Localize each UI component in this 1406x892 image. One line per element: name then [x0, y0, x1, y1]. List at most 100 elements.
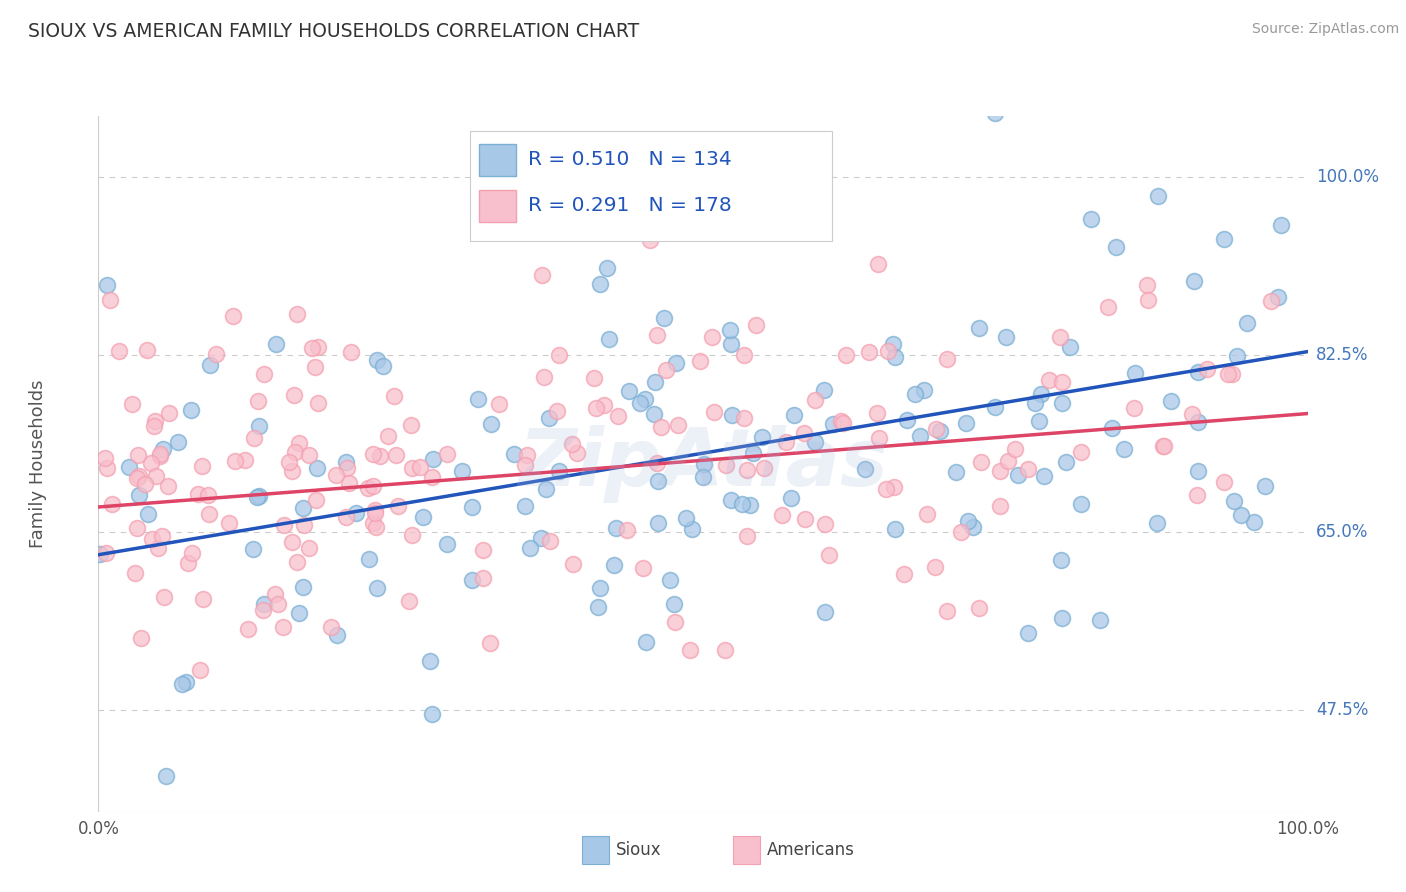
Point	[997, 454, 1019, 468]
Point	[149, 449, 172, 463]
Point	[336, 461, 359, 475]
Point	[131, 631, 153, 645]
Point	[284, 445, 307, 459]
Point	[652, 311, 675, 326]
Point	[582, 371, 605, 385]
Point	[835, 348, 858, 362]
Point	[883, 479, 905, 493]
Point	[915, 507, 938, 521]
Point	[1197, 361, 1219, 376]
Point	[912, 383, 935, 397]
Point	[733, 410, 755, 425]
Point	[450, 464, 472, 478]
Point	[634, 635, 657, 649]
Point	[1038, 373, 1060, 387]
Point	[149, 447, 172, 461]
Point	[337, 475, 360, 490]
Point	[1123, 401, 1146, 415]
Point	[205, 347, 228, 361]
Point	[1135, 278, 1157, 293]
Point	[548, 348, 571, 362]
Point	[647, 516, 669, 530]
Point	[472, 571, 495, 585]
Point	[398, 593, 420, 607]
Point	[1097, 300, 1119, 314]
Point	[143, 419, 166, 434]
Point	[422, 451, 444, 466]
Point	[128, 469, 150, 483]
Point	[655, 363, 678, 377]
Point	[647, 327, 669, 342]
Point	[731, 497, 754, 511]
Point	[307, 340, 329, 354]
Point	[157, 406, 180, 420]
Point	[136, 507, 159, 521]
Point	[152, 442, 174, 457]
Point	[301, 341, 323, 355]
Point	[249, 489, 271, 503]
Point	[1236, 317, 1258, 331]
Text: R = 0.291   N = 178: R = 0.291 N = 178	[527, 196, 731, 215]
Point	[1220, 367, 1243, 381]
Point	[281, 534, 304, 549]
Point	[692, 469, 714, 483]
Point	[745, 318, 768, 332]
Point	[988, 464, 1011, 478]
Point	[1114, 442, 1136, 456]
Point	[515, 499, 537, 513]
Point	[96, 461, 118, 475]
Point	[665, 356, 688, 370]
Point	[479, 417, 502, 431]
Point	[1184, 274, 1206, 288]
Point	[181, 546, 204, 560]
Point	[288, 435, 311, 450]
Point	[536, 482, 558, 496]
Text: 47.5%: 47.5%	[1316, 701, 1368, 719]
Point	[585, 401, 607, 415]
Point	[187, 487, 209, 501]
Point	[1152, 439, 1174, 453]
Point	[1160, 393, 1182, 408]
Point	[643, 407, 665, 421]
Point	[412, 510, 434, 524]
Point	[478, 636, 501, 650]
Point	[605, 521, 627, 535]
Point	[908, 428, 931, 442]
Point	[1187, 416, 1209, 430]
Point	[107, 344, 129, 359]
Point	[751, 430, 773, 444]
Point	[1213, 232, 1236, 246]
Point	[714, 458, 737, 472]
Point	[693, 457, 716, 471]
Point	[134, 476, 156, 491]
Point	[994, 330, 1017, 344]
Point	[720, 337, 742, 351]
Point	[382, 389, 405, 403]
Point	[678, 642, 700, 657]
Text: Source: ZipAtlas.com: Source: ZipAtlas.com	[1251, 22, 1399, 37]
FancyBboxPatch shape	[470, 131, 832, 241]
Point	[461, 500, 484, 514]
Point	[1267, 290, 1289, 304]
Point	[702, 330, 724, 344]
Point	[145, 468, 167, 483]
Point	[924, 560, 946, 574]
Point	[366, 352, 388, 367]
Point	[246, 490, 269, 504]
Point	[586, 600, 609, 615]
Point	[616, 523, 638, 537]
Point	[1243, 515, 1265, 529]
Point	[319, 620, 342, 634]
Point	[882, 337, 904, 351]
Point	[125, 521, 148, 535]
Point	[831, 416, 853, 430]
Point	[817, 548, 839, 562]
Point	[193, 592, 215, 607]
Point	[903, 387, 925, 401]
Point	[399, 418, 422, 433]
Point	[567, 446, 589, 460]
Point	[1031, 387, 1053, 401]
Point	[298, 541, 321, 555]
Point	[285, 307, 308, 321]
Point	[247, 418, 270, 433]
